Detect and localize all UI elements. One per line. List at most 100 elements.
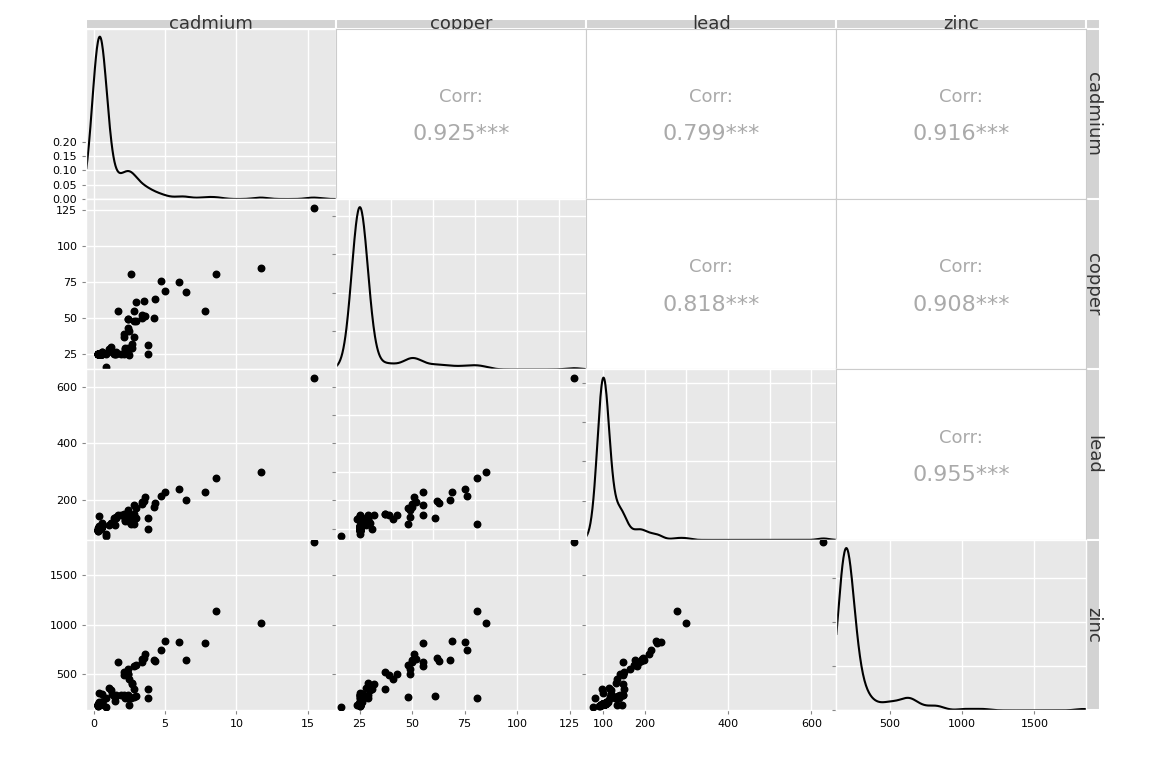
Point <box>89 699 107 711</box>
Point <box>376 683 394 695</box>
Point <box>90 698 108 710</box>
Point <box>350 524 369 536</box>
Point <box>350 522 369 535</box>
Point <box>350 698 369 710</box>
Point <box>156 486 174 498</box>
Point <box>358 514 377 526</box>
Point <box>91 521 109 534</box>
Point <box>132 496 151 508</box>
Point <box>91 697 109 710</box>
Point <box>358 508 377 521</box>
Point <box>91 348 109 360</box>
Point <box>350 523 369 535</box>
Point <box>90 698 108 710</box>
Point <box>592 699 611 711</box>
Point <box>350 698 369 710</box>
Point <box>90 348 108 360</box>
Point <box>106 695 124 707</box>
Point <box>426 512 445 525</box>
Point <box>609 690 628 702</box>
Point <box>90 698 108 710</box>
Point <box>350 699 369 711</box>
Point <box>468 472 486 485</box>
Point <box>90 521 108 534</box>
Point <box>350 523 369 535</box>
Point <box>91 348 109 360</box>
Point <box>90 523 108 535</box>
Point <box>91 697 109 710</box>
Point <box>115 515 134 527</box>
Point <box>90 523 108 535</box>
Point <box>350 697 369 710</box>
Point <box>146 293 165 306</box>
Point <box>90 699 108 711</box>
Point <box>592 699 611 711</box>
Point <box>90 698 108 710</box>
Point <box>90 698 108 710</box>
Point <box>90 698 108 710</box>
Text: zinc: zinc <box>1084 607 1102 643</box>
Point <box>353 687 371 700</box>
Point <box>597 696 615 708</box>
Point <box>91 348 109 360</box>
Point <box>350 524 369 536</box>
Point <box>90 522 108 535</box>
Point <box>350 697 369 709</box>
Point <box>593 698 612 710</box>
Point <box>596 697 614 710</box>
Point <box>114 508 132 520</box>
Point <box>614 677 632 690</box>
Point <box>350 698 369 710</box>
Point <box>468 518 486 530</box>
Point <box>350 689 369 701</box>
Point <box>607 673 626 685</box>
Point <box>89 348 107 360</box>
Point <box>107 690 126 702</box>
Point <box>350 522 369 535</box>
Point <box>593 698 612 710</box>
Point <box>350 522 369 535</box>
Point <box>350 522 369 535</box>
Point <box>350 689 369 701</box>
Point <box>350 698 369 710</box>
Point <box>353 690 371 702</box>
Point <box>350 522 369 535</box>
Point <box>592 699 611 711</box>
Point <box>90 523 108 535</box>
Point <box>591 699 609 711</box>
Point <box>90 697 108 709</box>
Point <box>91 521 109 534</box>
Point <box>207 472 226 485</box>
Point <box>93 520 112 532</box>
Point <box>93 348 112 360</box>
Point <box>350 523 369 535</box>
Point <box>350 699 369 711</box>
Point <box>350 697 369 710</box>
Point <box>350 698 369 710</box>
Point <box>90 523 108 535</box>
Point <box>593 698 612 710</box>
Point <box>90 698 108 710</box>
Point <box>593 698 612 710</box>
Point <box>91 697 109 710</box>
Point <box>350 523 369 535</box>
Point <box>90 348 108 360</box>
Point <box>596 697 614 710</box>
Point <box>91 348 109 360</box>
Point <box>593 698 612 710</box>
Point <box>90 698 108 710</box>
Point <box>127 690 145 702</box>
Point <box>348 513 366 525</box>
Point <box>124 305 143 317</box>
Point <box>350 522 369 535</box>
Point <box>90 698 108 710</box>
Point <box>607 692 626 704</box>
Point <box>596 697 614 710</box>
Point <box>90 348 108 360</box>
Point <box>90 348 108 360</box>
Point <box>114 508 132 521</box>
Point <box>592 699 611 711</box>
Point <box>591 699 609 711</box>
Point <box>598 697 616 709</box>
Point <box>90 698 108 710</box>
